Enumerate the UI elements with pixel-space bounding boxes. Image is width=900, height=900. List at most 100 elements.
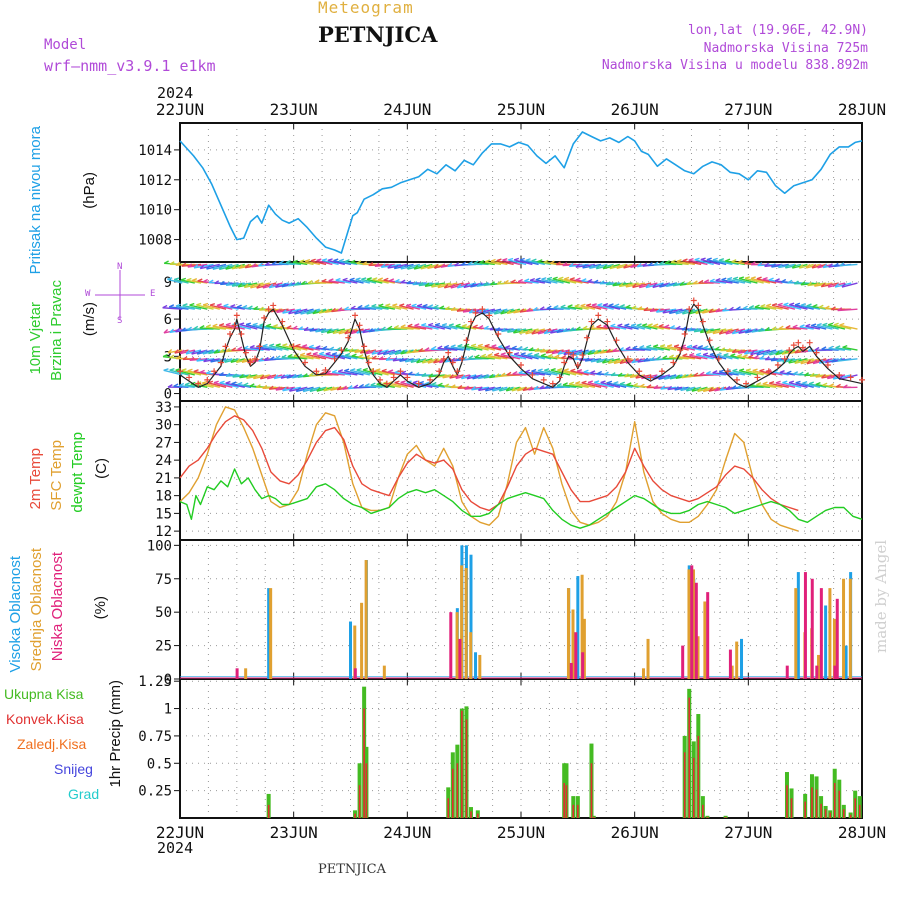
rain-conv-bar [815,789,818,818]
wind-arrow [811,324,827,330]
wind-arrow [418,282,439,287]
y-tick-label: 50 [155,605,172,621]
wind-arrow [546,278,564,284]
wind-arrow-head [653,384,659,389]
wind-arrow [199,327,220,330]
wind-arrow [186,279,202,284]
wind-arrow-head [178,382,185,387]
wind-arrow-head [626,382,632,386]
wind-arrow-head [431,283,436,288]
wind-arrow-head [388,278,395,282]
wind-arrow-head [463,283,468,288]
wind-arrow-head [587,350,592,355]
wind-gust-marker [427,376,434,383]
wind-arrow-head [502,258,508,261]
wind-arrow-head [406,349,411,354]
wind-arrow [783,303,802,310]
wind-arrow [349,279,364,284]
wind-gust-marker [690,297,697,304]
mid_cloud-bar [566,588,570,679]
wind-arrow-head [584,357,590,362]
wind-arrow-head [792,324,798,328]
wind-gust-marker [361,343,368,350]
wind-arrow-head [500,372,506,377]
rain-conv-bar [470,811,472,818]
wind-arrow-head [821,374,826,379]
wind-arrow-head [697,345,704,349]
wind-arrow-head [480,353,487,358]
wind-arrow-head [760,303,766,308]
wind-arrow-head [652,375,657,380]
meteogram-label: Meteogram [318,0,414,17]
wind-arrow-head [412,380,418,384]
y-tick-label: 21 [155,471,172,487]
wind-arrow-head [771,263,776,268]
wind-gust-marker [270,302,277,309]
wind-arrow [550,369,571,376]
x-tick-label-bottom: 28JUN [838,823,886,842]
wind-arrow-head [364,383,370,387]
wind-arrow-head [659,283,664,288]
wind-arrow-head [421,322,427,326]
wind-arrow-head [756,382,762,386]
wind-arrow [388,382,408,389]
low_cloud-bar [835,598,839,679]
wind-arrow [564,278,583,284]
wind-arrow-head [503,279,509,284]
wind-arrow-head [184,382,190,386]
wind-arrow-head [693,372,699,377]
wind-arrow-head [602,358,607,364]
wind-arrow-head [344,259,350,263]
wind-arrow-head [219,348,225,353]
wind-arrow-head [383,277,389,281]
wind-gust-marker [565,349,572,356]
wind-arrow [660,345,677,351]
wind-arrow-head [568,262,574,267]
wind-arrow-head [541,277,547,280]
wind-arrow [262,345,283,351]
wind-arrow-head [400,349,405,355]
wind-arrow [514,353,533,360]
wind-arrow-head [371,355,377,360]
wind-gust-marker [699,318,706,325]
wind-arrow-head [338,329,343,335]
wind-arrow [335,279,352,284]
wind-arrow-head [610,323,616,327]
wind-arrow-head [575,326,581,331]
high_cloud-bar [824,605,828,679]
wind-gust-marker [247,359,254,366]
mid_cloud-bar [580,574,584,679]
wind-gust-marker [233,312,240,319]
wind-arrow-head [187,263,193,268]
wind-arrow-head [268,283,274,289]
wind-arrow-head [281,354,287,359]
wind-arrow-head [326,329,332,334]
mid_cloud-bar [692,569,695,679]
wind-arrow [805,325,821,330]
wind-arrow [718,259,739,266]
wind-arrow-head [738,276,745,280]
wind-arrow [839,324,858,330]
wind-arrow-head [374,327,380,332]
wind-arrow [428,324,446,330]
wind-arrow-head [216,303,222,307]
wind-arrow-head [455,323,461,327]
wind-arrow-head [791,264,797,269]
wind-arrow [727,278,746,284]
wind-arrow-head [778,325,784,330]
wind-arrow-head [421,372,427,377]
wind-arrow-head [461,323,468,327]
wind-arrow-head [443,344,450,349]
wind-arrow [762,349,783,356]
wind-arrow [636,324,652,330]
wind-arrow-head [722,307,727,312]
wind-arrow-head [668,354,674,358]
wind-arrow [795,382,814,389]
wind-gust-marker [256,343,263,350]
wind-arrow [414,324,433,330]
wind-arrow-head [202,380,208,384]
wind-arrow-head [702,352,709,356]
wind-arrow-head [505,386,511,392]
wind-arrow-head [714,386,719,392]
wind-arrow-head [370,382,376,386]
